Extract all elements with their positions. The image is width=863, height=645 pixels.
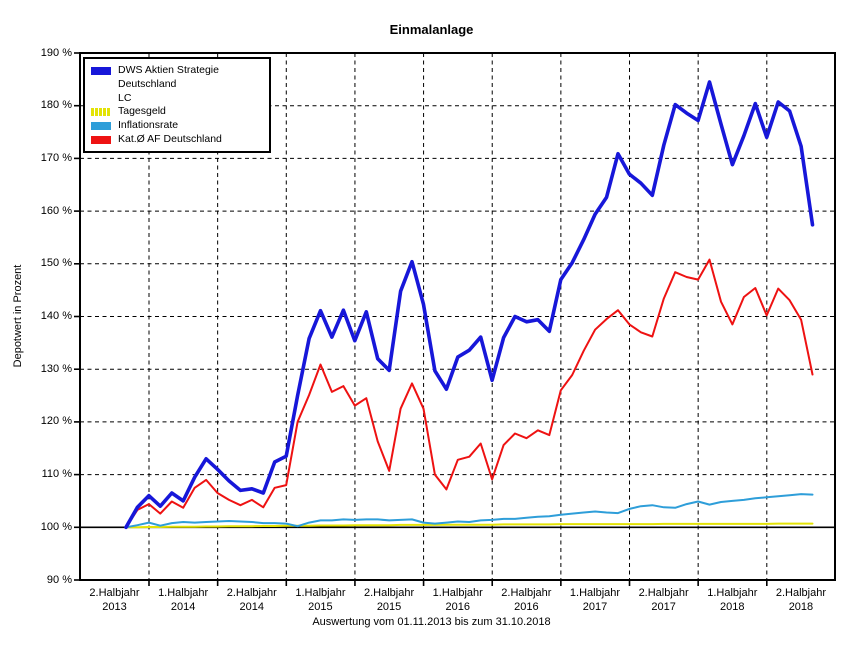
y-tick-label: 110 % [41, 468, 72, 481]
series-line-2 [125, 493, 814, 529]
legend-label: Kat.Ø AF Deutschland [118, 132, 222, 145]
x-tick-label: 1.Halbjahr 2017 [555, 586, 635, 614]
x-tick-halfyear: 2.Halbjahr [775, 587, 826, 599]
y-tick-label: 180 % [40, 99, 72, 112]
x-tick-halfyear: 2.Halbjahr [363, 587, 415, 599]
legend-swatch-icon [91, 67, 111, 75]
y-tick-label: 130 % [40, 362, 72, 375]
y-tick-label: 100 % [40, 520, 72, 533]
legend-item-1: Tagesgeld [91, 105, 263, 119]
x-tick-year: 2014 [239, 601, 265, 613]
x-tick-label: 1.Halbjahr 2015 [280, 586, 360, 614]
x-tick-year: 2015 [376, 601, 402, 613]
legend-label: Inflationsrate [118, 119, 179, 132]
x-tick-label: 2.Halbjahr 2014 [212, 586, 292, 614]
y-axis-title: Depotwert in Prozent [12, 264, 24, 368]
y-tick-label: 170 % [40, 151, 72, 164]
x-tick-halfyear: 2.Halbjahr [226, 587, 277, 599]
x-tick-year: 2018 [788, 601, 814, 613]
legend-label: DWS Aktien Strategie Deutschland LC [118, 64, 219, 104]
x-tick-year: 2014 [170, 601, 196, 613]
x-tick-halfyear: 2.Halbjahr [89, 587, 140, 599]
y-tick-label: 120 % [40, 415, 72, 428]
y-tick-label: 190 % [40, 46, 72, 59]
x-tick-halfyear: 1.Halbjahr [569, 587, 621, 599]
x-tick-year: 2016 [445, 601, 470, 613]
y-tick-label: 150 % [40, 257, 72, 270]
x-tick-halfyear: 2.Halbjahr [638, 587, 689, 599]
legend-item-3: Kat.Ø AF Deutschland [91, 133, 263, 147]
y-tick-label: 160 % [40, 204, 72, 217]
x-tick-halfyear: 1.Halbjahr [707, 587, 758, 599]
series-line-1 [125, 522, 814, 529]
legend-box: DWS Aktien Strategie Deutschland LC Tages… [83, 57, 271, 153]
legend-item-0: DWS Aktien Strategie Deutschland LC [91, 64, 263, 105]
x-tick-label: 2.Halbjahr 2016 [486, 586, 566, 614]
x-tick-year: 2015 [308, 601, 333, 613]
series-line-3 [125, 258, 814, 529]
legend-swatch-icon [91, 108, 111, 117]
series-line-0 [124, 80, 815, 530]
x-tick-halfyear: 2.Halbjahr [501, 587, 552, 599]
legend-item-2: Inflationsrate [91, 119, 263, 133]
x-tick-year: 2017 [651, 601, 676, 613]
x-tick-label: 2.Halbjahr 2017 [624, 586, 704, 614]
x-tick-label: 2.Halbjahr 2018 [761, 586, 841, 614]
x-tick-year: 2018 [720, 601, 745, 613]
chart-title: Einmalanlage [389, 22, 474, 37]
x-tick-label: 2.Halbjahr 2013 [75, 586, 155, 614]
legend-swatch-icon [91, 135, 111, 144]
x-tick-halfyear: 1.Halbjahr [158, 587, 209, 599]
y-tick-label: 90 % [46, 573, 72, 586]
x-tick-label: 2.Halbjahr 2015 [349, 586, 429, 614]
x-tick-year: 2013 [102, 601, 127, 613]
x-tick-label: 1.Halbjahr 2018 [692, 586, 772, 614]
x-tick-year: 2017 [582, 601, 608, 613]
x-tick-year: 2016 [514, 601, 539, 613]
legend-label: Tagesgeld [118, 105, 166, 118]
x-tick-label: 1.Halbjahr 2016 [418, 586, 498, 614]
x-tick-halfyear: 1.Halbjahr [432, 587, 483, 599]
x-tick-halfyear: 1.Halbjahr [295, 587, 346, 599]
evaluation-period-text: Auswertung vom 01.11.2013 bis zum 31.10.… [312, 616, 551, 628]
x-tick-label: 1.Halbjahr 2014 [143, 586, 223, 614]
y-tick-label: 140 % [40, 310, 72, 322]
legend-swatch-icon [91, 122, 111, 131]
